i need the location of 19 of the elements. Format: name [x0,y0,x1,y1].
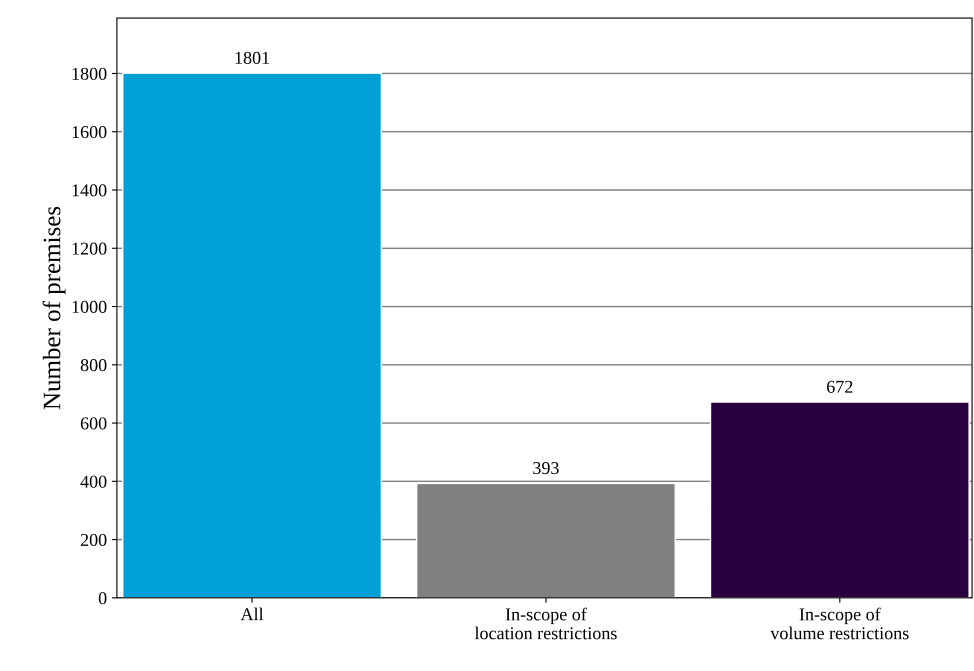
y-tick-label: 400 [80,476,106,488]
x-tick-label: In-scope of location restrictions [474,608,617,640]
y-tick-label: 800 [80,359,106,372]
x-tick-label: In-scope of volume restrictions [770,608,909,640]
data-label: 1801 [236,52,270,64]
data-label: 672 [827,380,852,393]
bar [710,401,970,598]
y-tick-label: 1800 [72,68,106,80]
x-tick-label: All [240,608,264,620]
y-tick-label: 1400 [72,184,106,196]
bar [122,72,382,598]
y-tick-label: 1600 [72,126,106,138]
data-label: 393 [533,462,559,474]
y-tick-label: 1000 [72,300,106,313]
y-tick-label: 1200 [72,242,106,255]
y-tick-label: 0 [98,592,106,604]
y-axis-title: Number of premises [42,206,66,410]
y-tick-label: 600 [80,417,106,430]
y-tick-label: 200 [80,534,106,546]
